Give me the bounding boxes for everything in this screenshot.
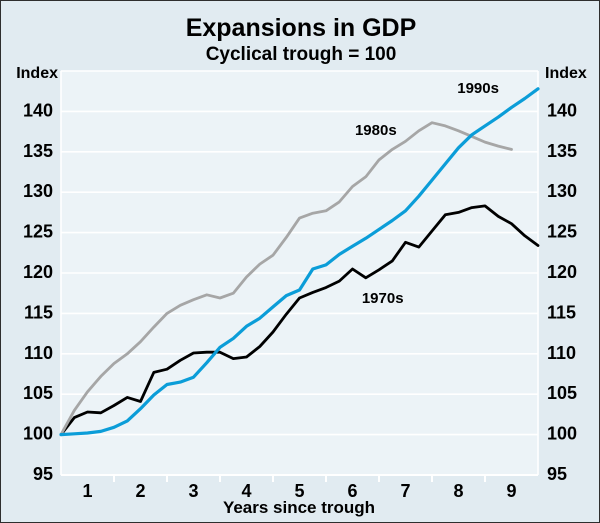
y-tick-label-left-130: 130 xyxy=(23,181,53,201)
y-tick-label-right-115: 115 xyxy=(547,302,576,322)
y-axis-unit-right: Index xyxy=(545,65,587,82)
y-tick-label-right-105: 105 xyxy=(547,383,577,403)
x-tick-label-7: 7 xyxy=(400,481,410,501)
y-tick-label-right-95: 95 xyxy=(547,464,567,484)
x-tick-label-9: 9 xyxy=(506,481,516,501)
x-tick-label-6: 6 xyxy=(347,481,357,501)
y-tick-label-right-110: 110 xyxy=(547,343,576,363)
y-tick-label-right-120: 120 xyxy=(547,262,577,282)
series-label-1980s: 1980s xyxy=(355,122,397,139)
y-tick-label-left-115: 115 xyxy=(24,302,53,322)
y-tick-label-left-140: 140 xyxy=(23,100,53,120)
y-tick-label-left-100: 100 xyxy=(23,424,53,444)
x-tick-label-2: 2 xyxy=(135,481,145,501)
line-1990s xyxy=(59,87,540,437)
y-tick-label-right-135: 135 xyxy=(547,141,577,161)
series-label-1990s: 1990s xyxy=(457,80,499,97)
y-tick-label-right-100: 100 xyxy=(547,424,577,444)
x-axis-title: Years since trough xyxy=(223,498,375,517)
y-tick-label-right-130: 130 xyxy=(547,181,577,201)
y-tick-label-right-125: 125 xyxy=(547,222,577,242)
y-tick-label-left-105: 105 xyxy=(23,383,53,403)
chart-title: Expansions in GDP xyxy=(186,14,417,42)
y-tick-label-left-125: 125 xyxy=(23,222,53,242)
y-tick-label-left-110: 110 xyxy=(24,343,53,363)
y-tick-label-right-140: 140 xyxy=(547,100,577,120)
y-tick-label-left-120: 120 xyxy=(23,262,53,282)
x-tick-label-5: 5 xyxy=(294,481,304,501)
x-tick-label-3: 3 xyxy=(188,481,198,501)
series-label-1970s: 1970s xyxy=(362,290,404,307)
y-tick-label-left-95: 95 xyxy=(33,464,53,484)
y-tick-label-left-135: 135 xyxy=(23,141,53,161)
line-1970s xyxy=(59,204,540,437)
line-1980s xyxy=(59,121,513,437)
x-tick-label-1: 1 xyxy=(82,481,92,501)
chart-subtitle: Cyclical trough = 100 xyxy=(206,44,397,65)
x-tick-label-8: 8 xyxy=(453,481,463,501)
x-tick-label-4: 4 xyxy=(241,481,251,501)
y-axis-unit-left: Index xyxy=(16,65,58,82)
